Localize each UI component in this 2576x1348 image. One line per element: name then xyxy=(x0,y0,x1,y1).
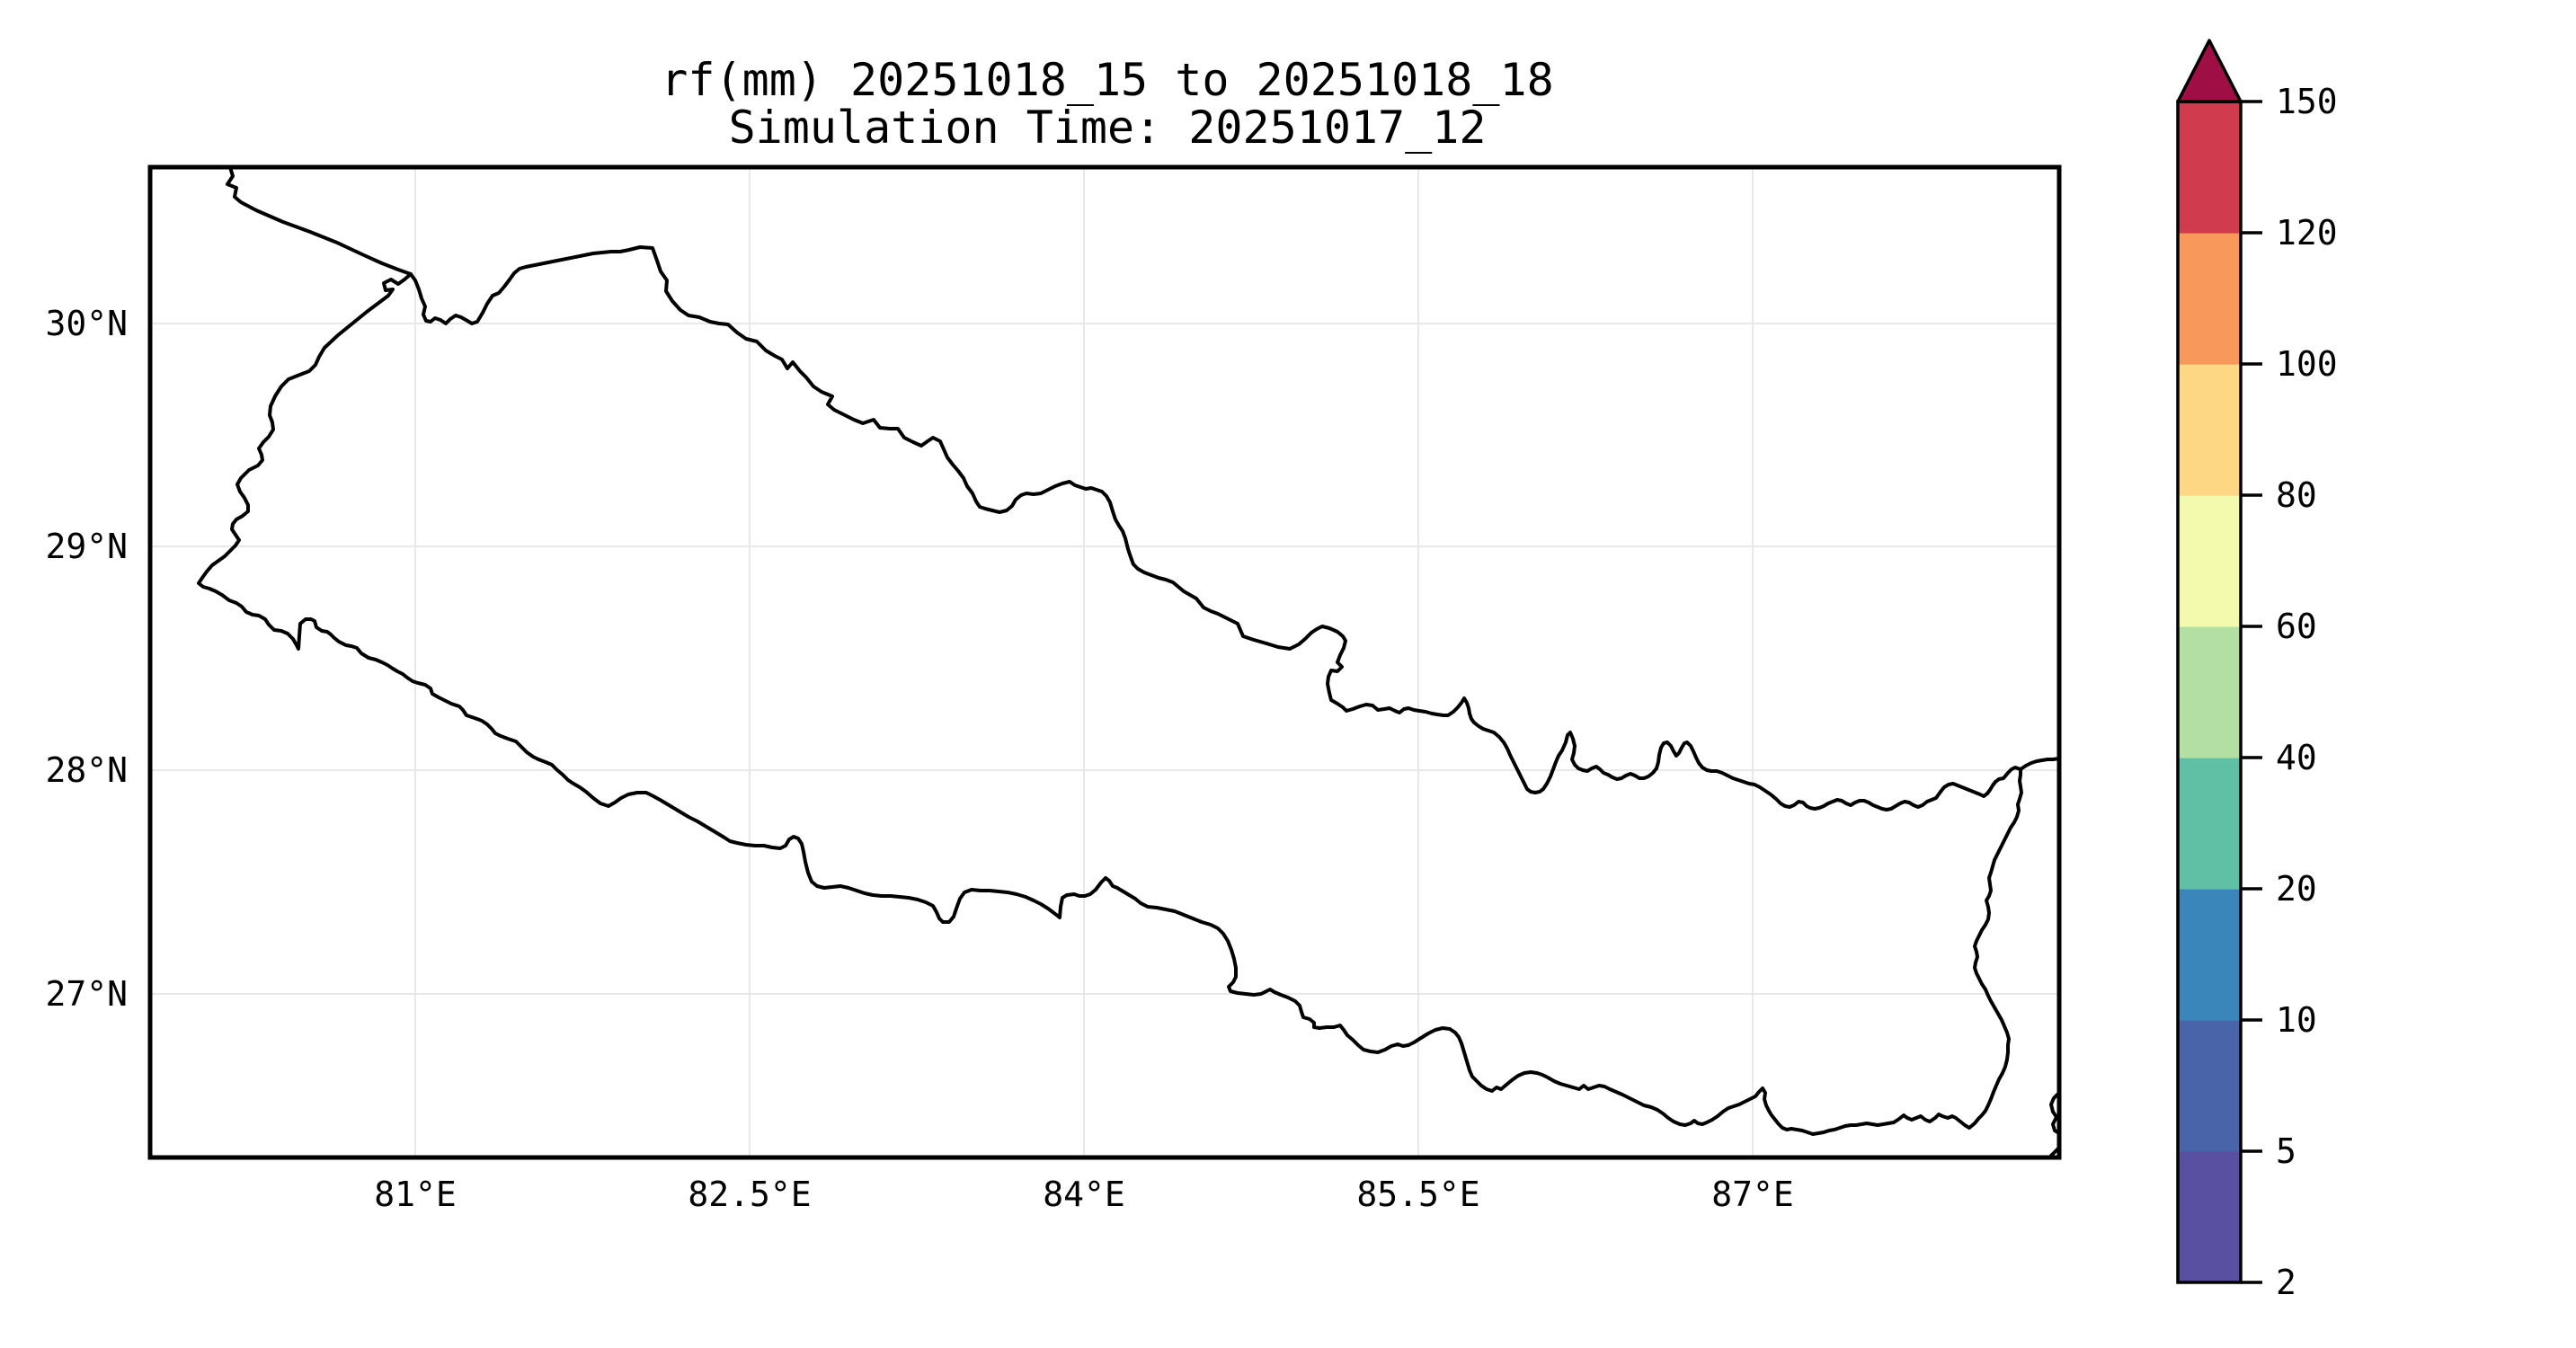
adjacent-border-line-northeast xyxy=(2019,757,2061,771)
plot-frame xyxy=(147,164,2062,1160)
longitude-tick-label: 82.5°E xyxy=(688,1175,811,1214)
colorbar-tick-label: 120 xyxy=(2276,213,2338,253)
colorbar-segment xyxy=(2178,1020,2241,1152)
plot-area-background xyxy=(150,167,2059,1157)
longitude-tick-label: 84°E xyxy=(1043,1175,1125,1214)
adjacent-border-fragment-southeast xyxy=(2049,1091,2061,1135)
adjacent-border-line-northwest xyxy=(226,165,413,276)
colorbar-segment xyxy=(2178,889,2241,1021)
colorbar-tick-label: 150 xyxy=(2276,82,2338,121)
title-line-2: Simulation Time: 20251017_12 xyxy=(729,102,1487,154)
longitude-tick-label: 87°E xyxy=(1711,1175,1794,1214)
colorbar-tick-label: 80 xyxy=(2276,475,2317,515)
colorbar-segment xyxy=(2178,495,2241,627)
colorbar-segment xyxy=(2178,626,2241,758)
latitude-tick-label: 27°N xyxy=(45,974,128,1014)
colorbar-segment xyxy=(2178,758,2241,890)
colorbar-segment xyxy=(2178,364,2241,496)
latitude-tick-label: 28°N xyxy=(45,750,128,790)
title-line-1: rf(mm) 20251018_15 to 20251018_18 xyxy=(661,54,1553,106)
y-axis-tick-labels: 30°N 29°N 28°N 27°N xyxy=(45,304,128,1014)
colorbar-tick-label: 10 xyxy=(2276,1000,2317,1040)
colorbar-tick-label: 40 xyxy=(2276,738,2317,777)
latitude-tick-label: 30°N xyxy=(45,304,128,343)
nepal-boundary-outline xyxy=(197,245,2023,1136)
colorbar-segment xyxy=(2178,1151,2241,1283)
longitude-tick-label: 85.5°E xyxy=(1356,1175,1479,1214)
x-axis-tick-labels: 81°E 82.5°E 84°E 85.5°E 87°E xyxy=(374,1175,1794,1214)
colorbar-extend-arrow xyxy=(2176,39,2243,103)
colorbar-tick-label: 20 xyxy=(2276,869,2317,909)
figure-title: rf(mm) 20251018_15 to 20251018_18 Simula… xyxy=(661,54,1553,154)
colorbar-tick-label: 60 xyxy=(2276,607,2317,646)
gridlines xyxy=(150,167,2059,1157)
colorbar-segment xyxy=(2178,102,2241,234)
colorbar-tick-label: 2 xyxy=(2276,1263,2296,1302)
colorbar-outline xyxy=(2176,100,2243,1284)
colorbar: 2 5 10 20 40 60 80 100 120 150 xyxy=(2176,39,2338,1302)
colorbar-tick-label: 5 xyxy=(2276,1131,2296,1171)
colorbar-segment xyxy=(2178,233,2241,365)
longitude-tick-label: 81°E xyxy=(374,1175,457,1214)
colorbar-tick-label: 100 xyxy=(2276,344,2338,384)
latitude-tick-label: 29°N xyxy=(45,527,128,566)
